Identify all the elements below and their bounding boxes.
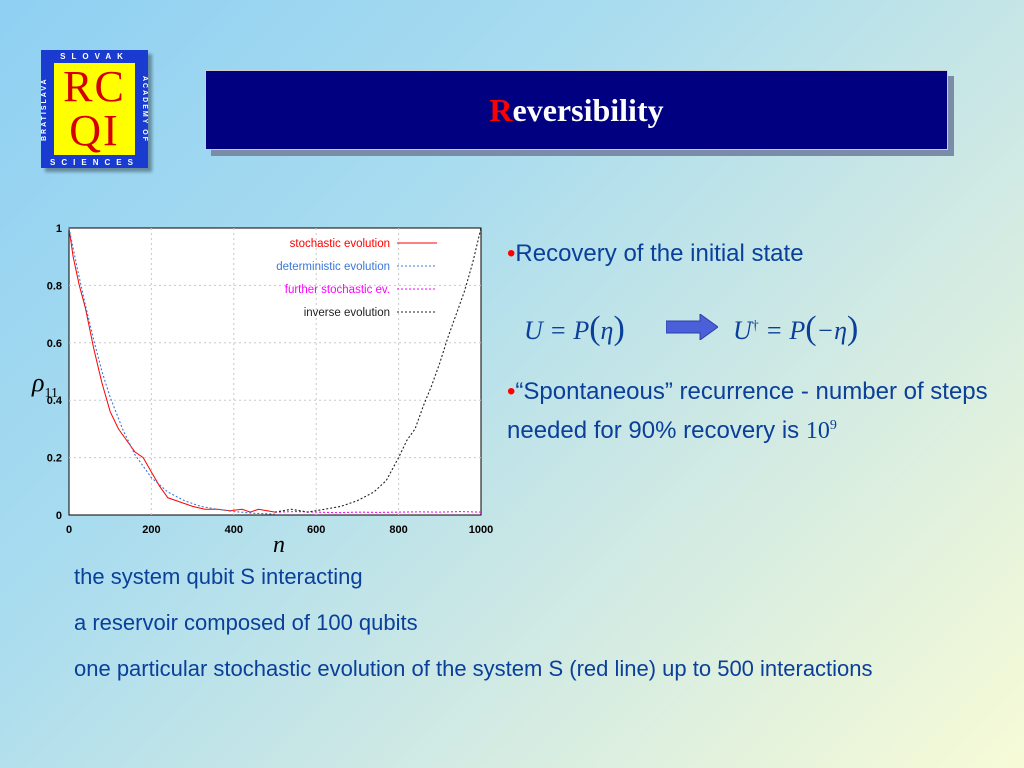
legend-label: stochastic evolution (290, 238, 390, 250)
reversibility-chart: 0 200 400 600 800 1000 0 0.2 0.4 0.6 0.8 1 stochast… (47, 223, 494, 536)
series-lines (68, 227, 482, 515)
bullet-recurrence-text: “Spontaneous” recurrence - number of ste… (507, 378, 988, 444)
eq1-u: U (524, 316, 543, 345)
rcqi-logo: SLOVAK BRATISLAVA ACADEMY OF RC QI SCIEN… (41, 50, 148, 168)
eq2-arg: −η (816, 316, 847, 345)
y-tick-label: 0.6 (47, 338, 62, 350)
eq2-u: U (733, 316, 752, 345)
legend: stochastic evolution deterministic evolut… (276, 238, 437, 319)
equation-u: U = P(η) (524, 310, 625, 348)
title-rest: eversibility (512, 91, 664, 128)
logo-inner: RC QI (54, 63, 135, 155)
eq1-p: = P (542, 316, 590, 345)
x-tick-label: 600 (307, 524, 325, 536)
bullet-recovery: •Recovery of the initial state (507, 237, 804, 271)
grid (69, 228, 481, 515)
bullet-recurrence: •“Spontaneous” recurrence - number of st… (507, 375, 1007, 448)
y-axis-label: ρ11 (32, 368, 58, 402)
eq1-rparen: ) (613, 310, 625, 347)
y-axis-subscript: 11 (44, 386, 58, 402)
x-tick-label: 800 (389, 524, 407, 536)
series-line-1 (68, 227, 276, 515)
logo-right-text: ACADEMY OF (141, 75, 148, 143)
eq1-lparen: ( (589, 310, 601, 347)
recurrence-value: 109 (806, 418, 837, 444)
eq2-p: = P (758, 316, 806, 345)
series-line-0 (68, 227, 276, 513)
series-line-3 (274, 227, 482, 513)
logo-bottom-text: SCIENCES (50, 158, 139, 167)
legend-label: further stochastic ev. (285, 284, 390, 296)
eq2-lparen: ( (805, 310, 817, 347)
note-system-qubit: the system qubit S interacting (74, 564, 363, 589)
y-tick-label: 0.4 (47, 395, 63, 407)
x-tick-label: 1000 (469, 524, 493, 536)
y-tick-label: 0.8 (47, 280, 62, 292)
eq2-rparen: ) (847, 310, 859, 347)
note-reservoir: a reservoir composed of 100 qubits (74, 610, 418, 635)
legend-label: deterministic evolution (276, 261, 390, 273)
plot-area (68, 227, 482, 516)
bullet-recovery-text: Recovery of the initial state (515, 240, 804, 267)
logo-line2: QI (69, 106, 120, 155)
ten-exponent: 9 (829, 418, 837, 433)
logo-line1: RC (63, 62, 126, 111)
bullet-dot: • (507, 378, 516, 405)
equation-u-dagger: U† = P(−η) (733, 310, 858, 348)
y-axis-symbol: ρ (32, 368, 45, 397)
logo-top-text: SLOVAK (60, 52, 129, 61)
legend-label: inverse evolution (304, 307, 390, 319)
x-axis-label: n (273, 532, 285, 558)
x-tick-label: 400 (225, 524, 243, 536)
y-tick-label: 0.2 (47, 453, 62, 465)
bullet-dot: • (507, 240, 516, 267)
ten-base: 10 (805, 418, 830, 444)
eq1-arg: η (600, 316, 614, 345)
title-first-letter: R (489, 91, 513, 128)
tick-labels: 0 200 400 600 800 1000 0 0.2 0.4 0.6 0.8 1 (47, 223, 494, 536)
note-stochastic-evolution: one particular stochastic evolution of t… (74, 656, 873, 681)
x-tick-label: 0 (66, 524, 72, 536)
y-tick-label: 1 (56, 223, 62, 235)
slide-title: Reversibility (489, 92, 663, 129)
x-tick-label: 200 (142, 524, 160, 536)
title-banner: Reversibility (205, 70, 948, 150)
y-tick-label: 0 (56, 510, 62, 522)
right-arrow-icon (666, 314, 718, 340)
eq2-dagger: † (751, 318, 759, 334)
